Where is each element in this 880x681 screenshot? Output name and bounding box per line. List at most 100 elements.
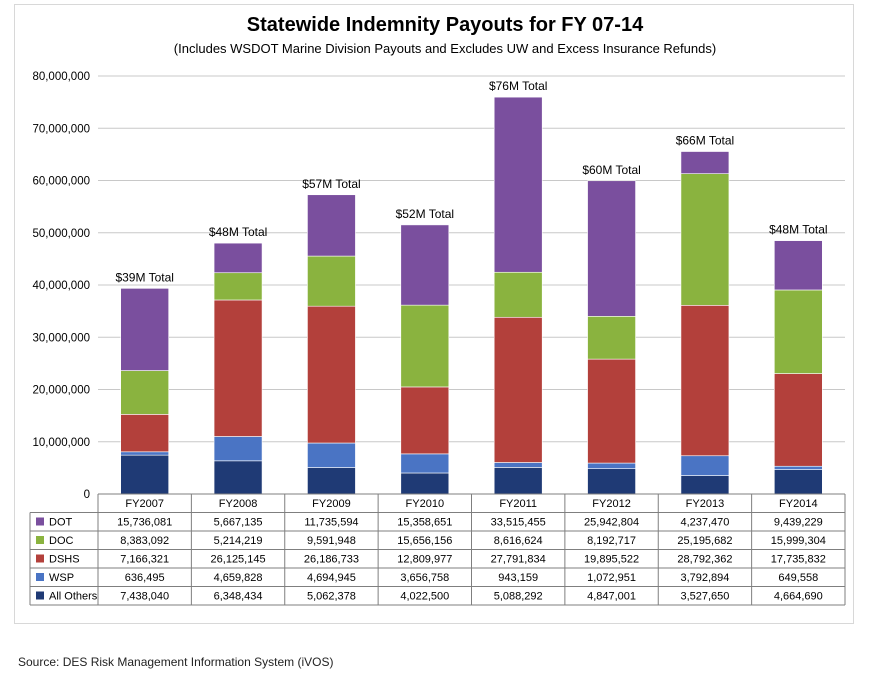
table-value: 26,186,733 xyxy=(304,554,359,566)
y-tick-label: 30,000,000 xyxy=(32,332,90,344)
table-value: 3,527,650 xyxy=(680,591,729,603)
bar-segment xyxy=(213,272,263,301)
bar-segment xyxy=(213,460,263,495)
table-value: 3,792,894 xyxy=(680,572,729,584)
bar-segment xyxy=(774,373,823,467)
bar-segment xyxy=(493,462,543,468)
table-value: 15,999,304 xyxy=(771,535,826,547)
bar-segment xyxy=(120,451,169,456)
total-label: $66M Total xyxy=(676,134,734,148)
table-value: 15,358,651 xyxy=(397,517,452,529)
total-label: $52M Total xyxy=(396,207,454,221)
total-label: $60M Total xyxy=(582,163,640,177)
category-label: FY2009 xyxy=(312,498,351,510)
y-axis: 0 10,000,000 20,000,000 30,000,000 40,000,00… xyxy=(32,71,90,501)
total-label: $48M Total xyxy=(769,223,827,237)
series-name: DOT xyxy=(49,517,73,529)
bar-segment xyxy=(120,288,169,371)
bar-segment xyxy=(213,299,263,437)
table-value: 5,088,292 xyxy=(494,591,543,603)
category-label: FY2012 xyxy=(592,498,631,510)
bar-segment xyxy=(307,467,356,495)
total-label: $48M Total xyxy=(209,225,267,239)
bar-segment xyxy=(774,240,823,291)
bar-segment xyxy=(400,453,450,474)
bar-segment xyxy=(400,472,450,495)
bar-segment xyxy=(680,151,730,174)
table-value: 33,515,455 xyxy=(491,517,546,529)
bar-segment xyxy=(400,224,450,306)
table-value: 4,022,500 xyxy=(400,591,449,603)
table-value: 7,166,321 xyxy=(120,554,169,566)
bar-segment xyxy=(307,255,356,307)
total-label: $39M Total xyxy=(115,270,173,284)
gridlines xyxy=(98,75,845,443)
table-value: 6,348,434 xyxy=(214,591,263,603)
bar-segment xyxy=(587,180,636,317)
bar-segment xyxy=(120,454,169,495)
table-value: 4,847,001 xyxy=(587,591,636,603)
bar-segment xyxy=(680,305,730,457)
table-value: 4,694,945 xyxy=(307,572,356,584)
total-label: $57M Total xyxy=(302,177,360,191)
stacked-bar-chart: Statewide Indemnity Payouts for FY 07-14… xyxy=(29,14,846,606)
bar-segment xyxy=(213,436,263,462)
legend-swatch xyxy=(36,573,44,581)
legend-swatch xyxy=(36,517,44,526)
table-value: 19,895,522 xyxy=(584,554,639,566)
bar-segment xyxy=(307,194,356,257)
legend-swatch xyxy=(36,591,44,600)
bars xyxy=(120,96,823,495)
table-value: 9,591,948 xyxy=(307,535,356,547)
bar-segment xyxy=(587,316,636,360)
y-tick-label: 70,000,000 xyxy=(32,123,90,135)
series-name: DSHS xyxy=(49,554,80,566)
bar-segment xyxy=(774,289,823,374)
category-label: FY2013 xyxy=(686,498,725,510)
chart-subtitle: (Includes WSDOT Marine Division Payouts … xyxy=(174,41,716,56)
bar-segment xyxy=(774,465,823,470)
table-value: 11,735,594 xyxy=(304,517,358,529)
series-name: All Others xyxy=(49,591,98,603)
table-value: 943,159 xyxy=(498,572,538,584)
y-tick-label: 0 xyxy=(84,489,90,501)
bar-segment xyxy=(120,370,169,415)
table-value: 15,736,081 xyxy=(117,517,172,529)
table-value: 8,383,092 xyxy=(120,535,169,547)
y-tick-label: 20,000,000 xyxy=(32,385,90,397)
table-value: 4,659,828 xyxy=(214,572,263,584)
table-value: 1,072,951 xyxy=(587,572,636,584)
legend-swatch xyxy=(36,554,44,563)
bar-segment xyxy=(493,271,543,318)
bar-segment xyxy=(587,462,636,469)
bar-segment xyxy=(493,316,543,463)
category-label: FY2007 xyxy=(125,498,164,510)
table-value: 636,495 xyxy=(125,572,165,584)
y-tick-label: 80,000,000 xyxy=(32,71,90,83)
table-value: 3,656,758 xyxy=(400,572,449,584)
bar-segment xyxy=(587,468,636,495)
category-label: FY2008 xyxy=(219,498,258,510)
table-value: 5,214,219 xyxy=(214,535,263,547)
legend-swatch xyxy=(36,536,44,544)
table-value: 12,809,977 xyxy=(397,554,452,566)
bar-segment xyxy=(493,467,543,495)
bar-segment xyxy=(587,358,636,464)
table-value: 8,192,717 xyxy=(587,535,636,547)
bar-segment xyxy=(400,386,450,455)
table-value: 4,664,690 xyxy=(774,591,823,603)
bar-segment xyxy=(680,475,730,495)
bar-segment xyxy=(400,304,450,388)
table-value: 27,791,834 xyxy=(491,554,546,566)
table-value: 649,558 xyxy=(778,572,818,584)
table-value: 15,656,156 xyxy=(397,535,452,547)
chart-frame xyxy=(14,4,854,624)
bar-segment xyxy=(774,469,823,495)
y-tick-label: 10,000,000 xyxy=(32,437,90,449)
table-value: 5,062,378 xyxy=(307,591,356,603)
series-name: DOC xyxy=(49,535,74,547)
table-value: 8,616,624 xyxy=(494,535,543,547)
table-value: 7,438,040 xyxy=(120,591,169,603)
table-value: 25,942,804 xyxy=(584,517,639,529)
